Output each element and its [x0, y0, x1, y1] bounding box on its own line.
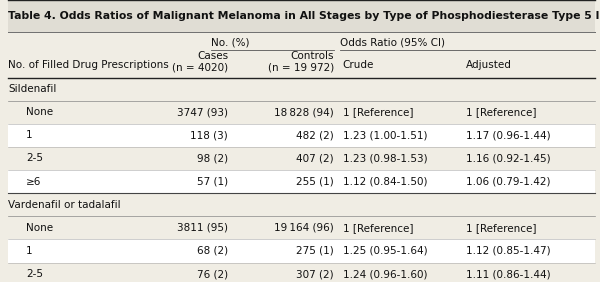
Text: 2-5: 2-5: [26, 269, 43, 279]
Bar: [8, 147, 595, 170]
Bar: [8, 193, 595, 216]
Text: 255 (1): 255 (1): [296, 177, 334, 187]
Text: Sildenafil: Sildenafil: [8, 84, 56, 94]
Text: 482 (2): 482 (2): [296, 130, 334, 140]
Text: 98 (2): 98 (2): [197, 153, 228, 164]
Text: 3747 (93): 3747 (93): [177, 107, 228, 117]
Text: ≥6: ≥6: [26, 177, 41, 187]
Bar: [8, 124, 595, 147]
Text: 275 (1): 275 (1): [296, 246, 334, 256]
Bar: [8, 239, 595, 263]
Text: 68 (2): 68 (2): [197, 246, 228, 256]
Bar: [8, 78, 595, 101]
Text: No. of Filled Drug Prescriptions: No. of Filled Drug Prescriptions: [8, 60, 169, 70]
Text: 1.12 (0.84-1.50): 1.12 (0.84-1.50): [343, 177, 427, 187]
Text: 2-5: 2-5: [26, 153, 43, 164]
Text: 1.12 (0.85-1.47): 1.12 (0.85-1.47): [466, 246, 550, 256]
Text: 1 [Reference]: 1 [Reference]: [343, 107, 413, 117]
Text: 1.24 (0.96-1.60): 1.24 (0.96-1.60): [343, 269, 427, 279]
Text: Table 4. Odds Ratios of Malignant Melanoma in All Stages by Type of Phosphodiest: Table 4. Odds Ratios of Malignant Melano…: [8, 11, 600, 21]
Text: None: None: [26, 107, 53, 117]
Text: 118 (3): 118 (3): [190, 130, 228, 140]
Text: Vardenafil or tadalafil: Vardenafil or tadalafil: [8, 200, 121, 210]
Text: 18 828 (94): 18 828 (94): [274, 107, 334, 117]
Text: 407 (2): 407 (2): [296, 153, 334, 164]
Text: 57 (1): 57 (1): [197, 177, 228, 187]
Text: 1.17 (0.96-1.44): 1.17 (0.96-1.44): [466, 130, 550, 140]
Text: Controls: Controls: [290, 51, 334, 61]
Text: Adjusted: Adjusted: [466, 60, 512, 70]
Text: (n = 4020): (n = 4020): [172, 62, 228, 72]
Text: No. (%): No. (%): [211, 37, 249, 47]
Text: 1.16 (0.92-1.45): 1.16 (0.92-1.45): [466, 153, 550, 164]
Text: 19 164 (96): 19 164 (96): [274, 223, 334, 233]
Bar: [8, 32, 595, 78]
Text: 1 [Reference]: 1 [Reference]: [466, 223, 536, 233]
Text: None: None: [26, 223, 53, 233]
Bar: [8, 170, 595, 193]
Text: 1.23 (0.98-1.53): 1.23 (0.98-1.53): [343, 153, 427, 164]
Text: Odds Ratio (95% CI): Odds Ratio (95% CI): [340, 37, 445, 47]
Text: 307 (2): 307 (2): [296, 269, 334, 279]
Text: 1 [Reference]: 1 [Reference]: [343, 223, 413, 233]
Bar: [8, 263, 595, 282]
Text: 1: 1: [26, 246, 33, 256]
Text: 1.23 (1.00-1.51): 1.23 (1.00-1.51): [343, 130, 427, 140]
Bar: [8, 101, 595, 124]
Text: 1: 1: [26, 130, 33, 140]
Text: 3811 (95): 3811 (95): [177, 223, 228, 233]
Text: 76 (2): 76 (2): [197, 269, 228, 279]
Text: 1 [Reference]: 1 [Reference]: [466, 107, 536, 117]
Text: 1.25 (0.95-1.64): 1.25 (0.95-1.64): [343, 246, 427, 256]
Text: Crude: Crude: [343, 60, 374, 70]
Text: Cases: Cases: [197, 51, 228, 61]
Text: (n = 19 972): (n = 19 972): [268, 62, 334, 72]
Text: 1.11 (0.86-1.44): 1.11 (0.86-1.44): [466, 269, 550, 279]
Bar: [8, 216, 595, 239]
Text: 1.06 (0.79-1.42): 1.06 (0.79-1.42): [466, 177, 550, 187]
Bar: [8, 0, 595, 32]
